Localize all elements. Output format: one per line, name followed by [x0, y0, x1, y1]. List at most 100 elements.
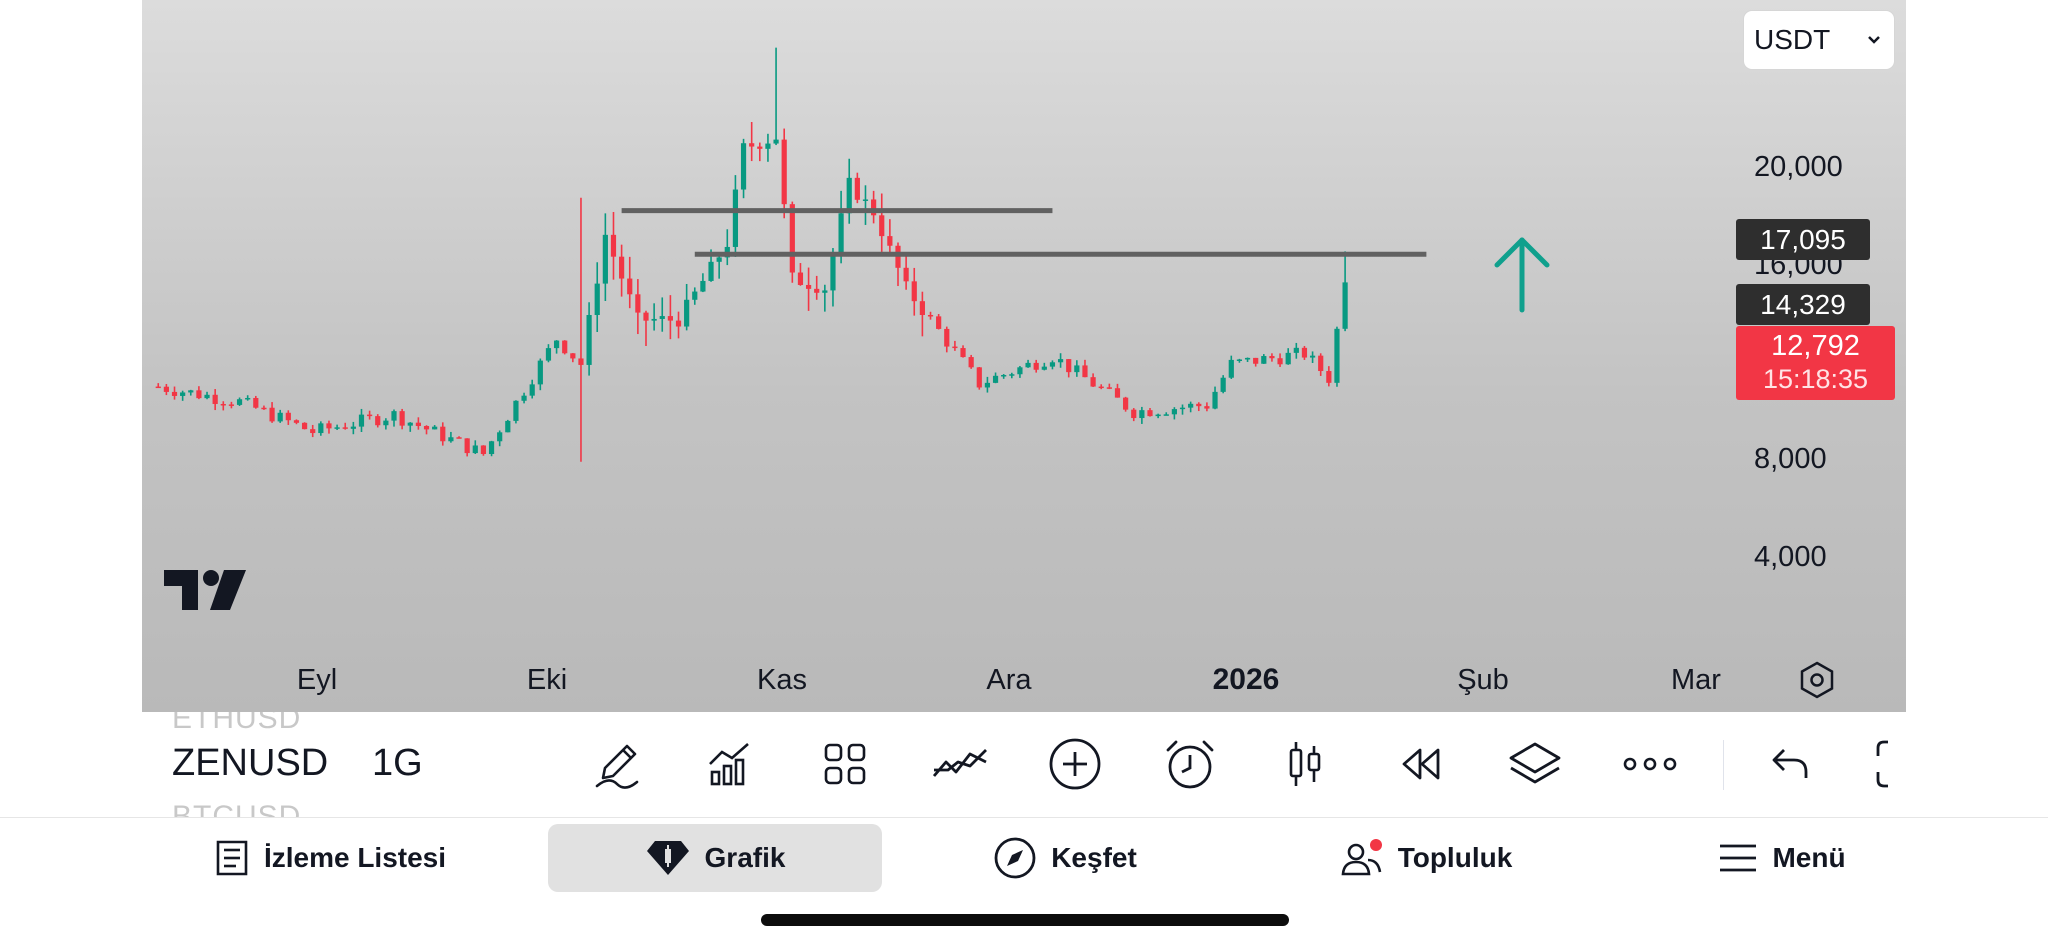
nav-community-label: Topluluk — [1397, 842, 1513, 873]
candle-body — [261, 407, 267, 410]
candle-body — [1066, 359, 1072, 373]
candle-body — [204, 394, 210, 399]
add-plus-icon[interactable] — [1045, 734, 1105, 794]
candle-body — [602, 234, 608, 284]
candle-body — [350, 426, 356, 429]
last-price-label: 12,792 15:18:35 — [1736, 326, 1895, 400]
candle-body — [277, 412, 283, 422]
undo-icon[interactable] — [1760, 734, 1820, 794]
candle-body — [342, 427, 348, 429]
candle-body — [171, 391, 178, 396]
candle-body — [854, 177, 860, 200]
candle-body — [423, 426, 430, 430]
draw-brush-icon[interactable] — [587, 734, 647, 794]
candle-body — [1342, 282, 1348, 329]
candle-body — [228, 404, 235, 406]
candle-body — [1147, 410, 1153, 417]
candle-body — [1334, 328, 1340, 383]
candle-body — [879, 215, 885, 237]
candle-body — [1188, 403, 1194, 408]
candle-body — [358, 414, 365, 427]
candle-body — [1033, 362, 1039, 370]
candle-body — [269, 407, 275, 422]
candle-body — [180, 392, 186, 396]
hamburger-menu-icon — [1720, 844, 1757, 872]
candle-body — [1139, 410, 1145, 419]
up-arrow-annotation[interactable] — [1494, 237, 1550, 313]
indicators-icon[interactable] — [700, 734, 760, 794]
fullscreen-icon[interactable] — [1866, 734, 1906, 794]
chart-settings-icon[interactable] — [1797, 660, 1837, 700]
candle-body — [1025, 362, 1031, 368]
candle-body — [740, 143, 747, 190]
candle-body — [480, 445, 487, 455]
replay-icon[interactable] — [1390, 734, 1450, 794]
candle-body — [464, 438, 470, 454]
candle-body — [1261, 356, 1267, 364]
candle-body — [1155, 414, 1161, 417]
alarm-clock-icon[interactable] — [1160, 734, 1220, 794]
last-price-value: 12,792 — [1771, 330, 1860, 362]
candle-body — [692, 291, 698, 300]
candle-body — [1090, 377, 1096, 387]
nav-watchlist-label: İzleme Listesi — [263, 842, 447, 873]
candle-body — [212, 394, 218, 404]
candle-body — [675, 320, 682, 327]
candle-body — [635, 294, 641, 313]
more-icon[interactable] — [1620, 734, 1680, 794]
toolbar-divider — [1723, 740, 1724, 790]
nav-community[interactable]: Topluluk — [1336, 824, 1516, 892]
candle-body — [472, 445, 478, 454]
candle-body — [407, 422, 413, 426]
candle-body — [562, 340, 568, 354]
nav-menu[interactable]: Menü — [1714, 824, 1850, 892]
nav-explore[interactable]: Keşfet — [985, 824, 1145, 892]
symbol-next[interactable]: BTCUSD — [172, 800, 302, 817]
candle-body — [334, 427, 340, 429]
x-tick-ara: Ara — [986, 664, 1032, 696]
candle-body — [805, 284, 812, 289]
candle-body — [1009, 374, 1015, 376]
compare-icon[interactable] — [930, 734, 990, 794]
candle-body — [1171, 409, 1177, 415]
candles-icon[interactable] — [1275, 734, 1335, 794]
candle-body — [545, 348, 552, 361]
candle-body — [984, 382, 991, 388]
level-price-label-upper: 17,095 — [1736, 219, 1870, 260]
candle-body — [627, 278, 633, 295]
interval-selector[interactable]: 1G — [372, 742, 423, 784]
nav-chart[interactable]: Grafik — [548, 824, 882, 892]
candle-body — [220, 403, 226, 406]
symbol-prev[interactable]: ETHUSD — [172, 712, 302, 735]
candle-body — [1301, 347, 1308, 358]
nav-chart-label: Grafik — [704, 842, 786, 873]
nav-watchlist[interactable]: İzleme Listesi — [200, 824, 460, 892]
candle-body — [732, 189, 739, 247]
candle-body — [1212, 391, 1218, 409]
x-tick-eyl: Eyl — [296, 664, 338, 696]
price-chart[interactable] — [142, 0, 1906, 712]
currency-select[interactable]: USDT — [1744, 11, 1894, 69]
candle-body — [391, 411, 397, 421]
level-price-label-lower: 14,329 — [1736, 284, 1870, 325]
nav-explore-label: Keşfet — [1051, 842, 1137, 873]
candle-body — [944, 328, 950, 347]
y-tick-20000: 20,000 — [1754, 151, 1843, 183]
candle-body — [1236, 359, 1243, 361]
candle-body — [1074, 365, 1080, 373]
candle-body — [716, 257, 722, 262]
layers-icon[interactable] — [1505, 734, 1565, 794]
candle-body — [927, 314, 934, 317]
symbol-name[interactable]: ZENUSD — [172, 742, 329, 784]
bar-countdown: 15:18:35 — [1762, 364, 1869, 394]
templates-grid-icon[interactable] — [815, 734, 875, 794]
chart-panel[interactable]: 20,000 16,000 8,000 4,000 17,095 14,329 … — [142, 0, 1906, 712]
candle-body — [1204, 406, 1210, 409]
candle-body — [245, 397, 251, 400]
candle-body — [992, 375, 999, 383]
candle-body — [1106, 387, 1112, 389]
candle-body — [936, 316, 942, 329]
currency-value: USDT — [1754, 24, 1831, 55]
candle-body — [643, 312, 649, 321]
candle-body — [797, 272, 804, 285]
